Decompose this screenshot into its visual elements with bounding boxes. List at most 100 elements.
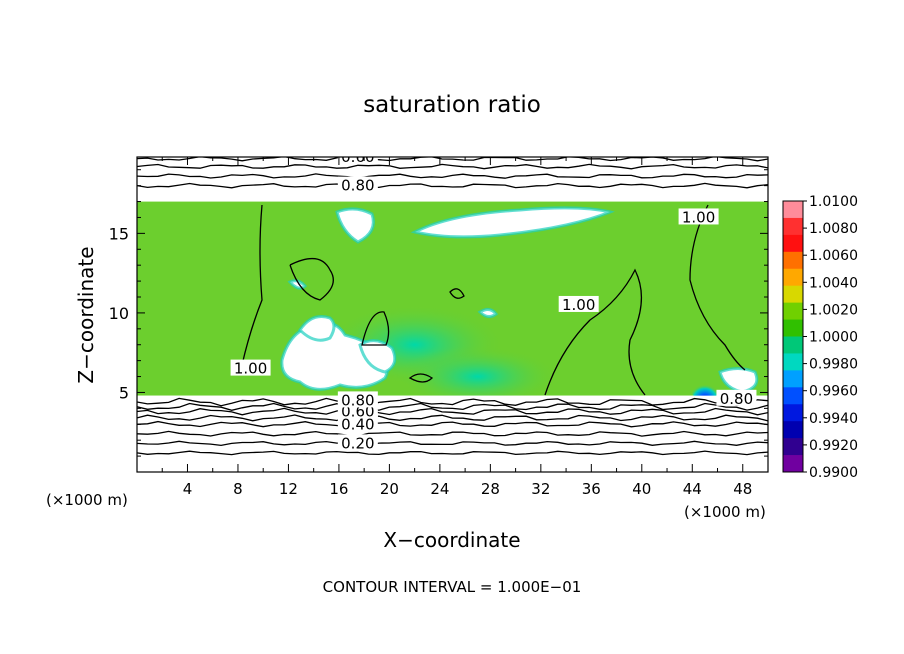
contour-label-bg — [716, 389, 757, 406]
x-tick-label: 8 — [233, 480, 243, 498]
saturated-patches — [137, 157, 768, 472]
plot-frame — [136, 156, 769, 473]
y-axis-label: Z−coordinate — [74, 246, 98, 383]
saturated-patch — [358, 339, 397, 374]
y-tick-label: 15 — [109, 224, 129, 243]
x-tick-label: 16 — [329, 480, 348, 498]
x-tick-label: 36 — [582, 480, 601, 498]
contour-line — [689, 204, 746, 371]
contour-label-bg — [337, 157, 378, 164]
colorbar-label: 1.0040 — [809, 275, 858, 291]
colorbar-swatch — [783, 319, 803, 337]
x-unit-left: (×1000 m) — [46, 491, 128, 509]
colorbar-label: 0.9940 — [809, 411, 858, 427]
colorbar-swatch — [783, 353, 803, 371]
contour-line — [137, 402, 768, 411]
contour-label: 1.00 — [562, 296, 595, 314]
contour-label: 0.40 — [341, 415, 374, 433]
colorbar-swatch — [783, 370, 803, 388]
contour-line — [544, 268, 646, 396]
contour-label-bg — [337, 434, 378, 451]
contour-line — [137, 440, 768, 447]
contour-line — [289, 258, 334, 301]
x-tick-label: 44 — [683, 480, 702, 498]
colorbar-label: 1.0080 — [809, 221, 858, 237]
contour-line — [449, 288, 465, 299]
colorbar-label: 1.0000 — [809, 330, 858, 346]
contour-line — [137, 407, 768, 416]
saturated-patch — [335, 207, 375, 244]
colorbar: 1.0100 1.0080 1.0060 1.0040 1.0020 1.0000 0.99… — [782, 194, 858, 481]
contour-label: 0.20 — [341, 434, 374, 452]
contour-label-bg — [337, 176, 378, 193]
x-axis-label: X−coordinate — [383, 528, 520, 552]
x-tick-label: 48 — [733, 480, 752, 498]
contour-label: 0.80 — [341, 177, 374, 195]
contour-lines: 0.200.400.600.80 0.800.800.601.001.001.00 — [137, 148, 768, 456]
saturated-patch — [298, 315, 336, 342]
colorbar-swatch — [783, 387, 803, 405]
contour-label: 1.00 — [682, 208, 715, 226]
colorbar-label: 1.0020 — [809, 302, 858, 318]
y-axis-ticks: 5 10 15 — [109, 169, 768, 457]
x-axis-ticks: 4 8 12 16 20 24 28 32 36 40 44 48 — [161, 157, 752, 498]
contour-line — [137, 450, 768, 456]
y-tick-label: 10 — [109, 304, 129, 323]
contour-label-bg — [230, 359, 271, 376]
colorbar-swatch — [783, 217, 803, 236]
contour-label-bg — [337, 415, 378, 432]
contour-line — [137, 430, 768, 437]
y-tick-label: 5 — [119, 383, 129, 402]
contour-line — [241, 204, 263, 366]
x-tick-label: 32 — [531, 480, 550, 498]
chart-title: saturation ratio — [363, 92, 541, 118]
colorbar-label: 0.9920 — [809, 438, 858, 454]
footer-contour-interval: CONTOUR INTERVAL = 1.000E−01 — [323, 578, 582, 596]
colorbar-swatch — [783, 336, 803, 354]
colorbar-swatch — [783, 455, 803, 473]
colorbar-swatch — [783, 201, 803, 219]
colorbar-swatch — [783, 404, 803, 422]
cold-spot — [688, 368, 721, 401]
saturated-patch — [718, 367, 759, 394]
x-tick-label: 24 — [430, 480, 449, 498]
x-tick-label: 12 — [279, 480, 298, 498]
contour-label: 0.60 — [341, 148, 374, 166]
upper-dry-layer — [137, 157, 768, 202]
x-unit-right: (×1000 m) — [684, 503, 766, 521]
contour-line — [137, 163, 768, 170]
x-tick-label: 4 — [183, 480, 193, 498]
colorbar-swatch — [783, 268, 803, 287]
colorbar-label: 1.0100 — [809, 194, 858, 210]
colorbar-label: 0.9900 — [809, 465, 858, 481]
contour-line — [137, 414, 768, 422]
colorbar-swatch — [783, 234, 803, 253]
contour-label-bg — [558, 295, 599, 312]
contour-label: 1.00 — [234, 360, 267, 378]
contour-line — [361, 311, 390, 346]
colorbar-swatch — [783, 251, 803, 270]
colorbar-label: 0.9980 — [809, 357, 858, 373]
contour-label: 0.80 — [341, 391, 374, 409]
colorbar-swatch — [783, 285, 803, 304]
colorbar-swatch — [783, 302, 803, 321]
colorbar-label: 1.0060 — [809, 248, 858, 264]
contour-line — [137, 420, 768, 428]
saturated-patch — [477, 307, 499, 319]
contour-label-bg — [678, 208, 719, 225]
contour-line — [137, 182, 768, 189]
colorbar-swatch — [783, 421, 803, 439]
x-tick-label: 28 — [481, 480, 500, 498]
x-tick-label: 20 — [380, 480, 399, 498]
contour-label-bg — [337, 391, 378, 408]
contour-line — [408, 373, 434, 383]
colorbar-swatch — [783, 438, 803, 456]
colorbar-label: 0.9960 — [809, 384, 858, 400]
contour-line — [137, 157, 768, 162]
contour-label: 0.80 — [720, 390, 753, 408]
contour-line — [137, 397, 768, 407]
contour-line — [137, 173, 768, 179]
saturated-patch — [410, 206, 615, 239]
plot-area: 0.200.400.600.80 0.800.800.601.001.001.00 — [137, 148, 768, 472]
